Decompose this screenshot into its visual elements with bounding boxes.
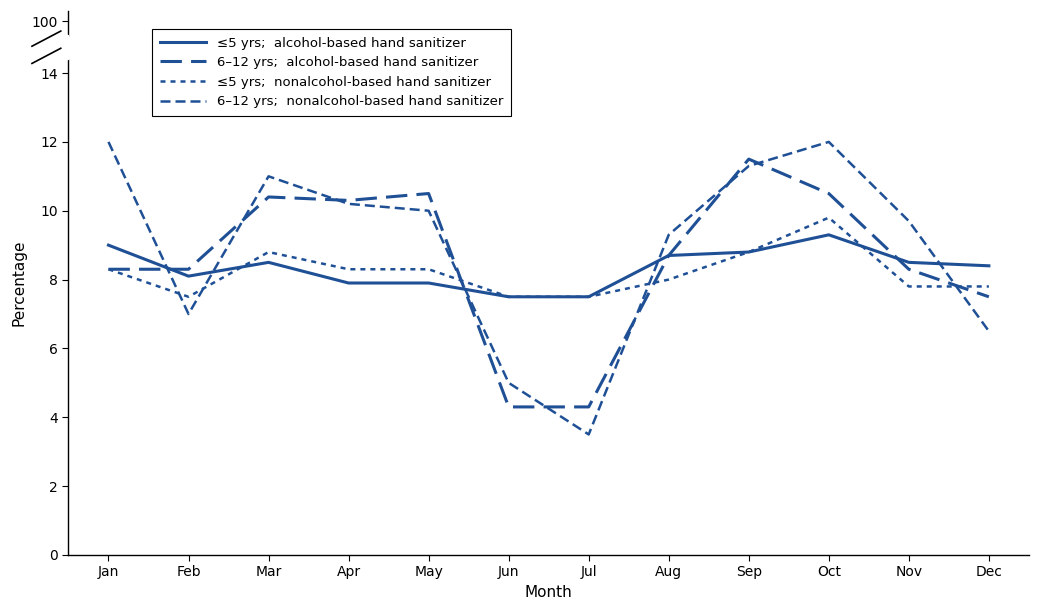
6–12 yrs;  alcohol-based hand sanitizer [262,193,275,200]
6–12 yrs;  alcohol-based hand sanitizer [662,252,675,259]
≤5 yrs;  nonalcohol-based hand sanitizer [983,283,995,290]
6–12 yrs;  alcohol-based hand sanitizer [502,403,515,411]
≤5 yrs;  alcohol-based hand sanitizer [102,241,114,249]
6–12 yrs;  alcohol-based hand sanitizer [983,293,995,301]
≤5 yrs;  nonalcohol-based hand sanitizer [582,293,595,301]
≤5 yrs;  nonalcohol-based hand sanitizer [662,276,675,284]
6–12 yrs;  nonalcohol-based hand sanitizer [422,207,435,214]
≤5 yrs;  nonalcohol-based hand sanitizer [342,266,355,273]
≤5 yrs;  nonalcohol-based hand sanitizer [422,266,435,273]
6–12 yrs;  nonalcohol-based hand sanitizer [582,431,595,438]
6–12 yrs;  alcohol-based hand sanitizer [102,266,114,273]
≤5 yrs;  alcohol-based hand sanitizer [262,258,275,266]
≤5 yrs;  alcohol-based hand sanitizer [502,293,515,301]
Bar [16,37,73,57]
≤5 yrs;  nonalcohol-based hand sanitizer [182,293,194,301]
X-axis label: Month: Month [525,585,573,600]
≤5 yrs;  alcohol-based hand sanitizer [582,293,595,301]
≤5 yrs;  nonalcohol-based hand sanitizer [102,266,114,273]
≤5 yrs;  nonalcohol-based hand sanitizer [262,249,275,256]
6–12 yrs;  alcohol-based hand sanitizer [582,403,595,411]
≤5 yrs;  alcohol-based hand sanitizer [983,262,995,269]
≤5 yrs;  nonalcohol-based hand sanitizer [903,283,915,290]
≤5 yrs;  nonalcohol-based hand sanitizer [743,249,755,256]
≤5 yrs;  alcohol-based hand sanitizer [823,231,835,238]
6–12 yrs;  nonalcohol-based hand sanitizer [182,310,194,318]
6–12 yrs;  alcohol-based hand sanitizer [743,155,755,163]
6–12 yrs;  nonalcohol-based hand sanitizer [262,173,275,180]
≤5 yrs;  alcohol-based hand sanitizer [903,258,915,266]
6–12 yrs;  alcohol-based hand sanitizer [182,266,194,273]
≤5 yrs;  nonalcohol-based hand sanitizer [823,214,835,221]
Bar [21,35,69,59]
6–12 yrs;  nonalcohol-based hand sanitizer [102,138,114,145]
≤5 yrs;  alcohol-based hand sanitizer [743,249,755,256]
Line: ≤5 yrs;  alcohol-based hand sanitizer: ≤5 yrs; alcohol-based hand sanitizer [108,235,989,297]
≤5 yrs;  alcohol-based hand sanitizer [342,279,355,287]
Legend: ≤5 yrs;  alcohol-based hand sanitizer, 6–12 yrs;  alcohol-based hand sanitizer, : ≤5 yrs; alcohol-based hand sanitizer, 6–… [152,29,511,116]
≤5 yrs;  nonalcohol-based hand sanitizer [502,293,515,301]
Y-axis label: Percentage: Percentage [11,240,26,326]
≤5 yrs;  alcohol-based hand sanitizer [662,252,675,259]
6–12 yrs;  alcohol-based hand sanitizer [342,197,355,204]
6–12 yrs;  nonalcohol-based hand sanitizer [823,138,835,145]
6–12 yrs;  alcohol-based hand sanitizer [903,266,915,273]
6–12 yrs;  nonalcohol-based hand sanitizer [342,200,355,208]
≤5 yrs;  alcohol-based hand sanitizer [422,279,435,287]
Line: ≤5 yrs;  nonalcohol-based hand sanitizer: ≤5 yrs; nonalcohol-based hand sanitizer [108,218,989,297]
6–12 yrs;  alcohol-based hand sanitizer [823,190,835,197]
6–12 yrs;  nonalcohol-based hand sanitizer [502,379,515,387]
6–12 yrs;  nonalcohol-based hand sanitizer [743,163,755,170]
≤5 yrs;  alcohol-based hand sanitizer [182,273,194,280]
6–12 yrs;  nonalcohol-based hand sanitizer [662,231,675,238]
Line: 6–12 yrs;  nonalcohol-based hand sanitizer: 6–12 yrs; nonalcohol-based hand sanitize… [108,142,989,434]
6–12 yrs;  nonalcohol-based hand sanitizer [903,218,915,225]
6–12 yrs;  alcohol-based hand sanitizer [422,190,435,197]
6–12 yrs;  nonalcohol-based hand sanitizer [983,327,995,335]
Line: 6–12 yrs;  alcohol-based hand sanitizer: 6–12 yrs; alcohol-based hand sanitizer [108,159,989,407]
